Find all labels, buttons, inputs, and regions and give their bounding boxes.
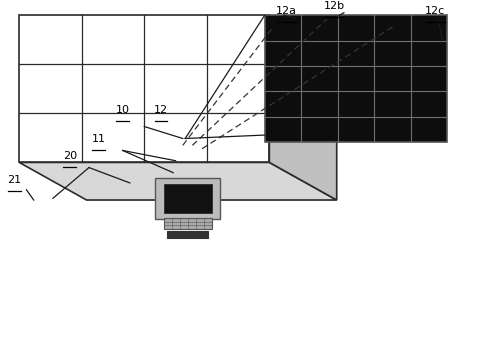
Bar xyxy=(163,218,211,229)
Text: 12: 12 xyxy=(154,104,168,115)
Text: 21: 21 xyxy=(7,175,22,185)
Bar xyxy=(167,231,208,238)
Text: 11: 11 xyxy=(91,134,106,144)
Bar xyxy=(264,16,446,142)
Text: 12a: 12a xyxy=(275,6,296,16)
Polygon shape xyxy=(19,16,269,162)
Text: 10: 10 xyxy=(115,104,130,115)
Text: 12c: 12c xyxy=(424,6,444,16)
Text: 12b: 12b xyxy=(323,1,344,11)
FancyBboxPatch shape xyxy=(155,178,220,219)
Bar xyxy=(163,184,211,213)
Polygon shape xyxy=(269,16,336,200)
Polygon shape xyxy=(19,162,336,200)
Text: 20: 20 xyxy=(62,151,77,161)
